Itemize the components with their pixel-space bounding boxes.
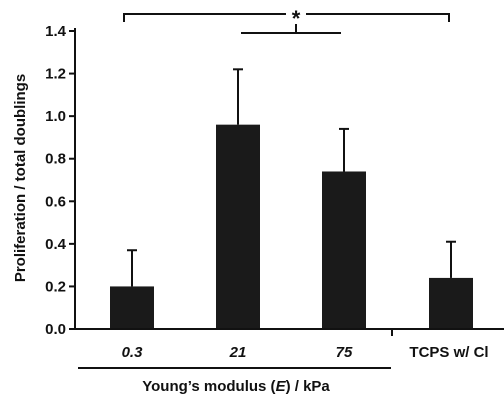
x-category-label: 0.3	[122, 344, 144, 361]
bar	[322, 171, 366, 329]
bar	[216, 124, 260, 330]
y-tick-label: 0.6	[45, 193, 66, 210]
x-category-labels: 0.3 21 75 TCPS w/ Cl	[122, 344, 489, 361]
y-tick-label: 0.4	[45, 236, 67, 253]
y-tick-label: 0.0	[45, 321, 66, 338]
y-axis-ticks: 0.0 0.2 0.4 0.6 0.8 1.0 1.2 1.4	[45, 23, 75, 338]
x-axis-title: Young’s modulus (E) / kPa	[142, 378, 330, 395]
y-tick-label: 1.4	[45, 23, 67, 40]
x-category-label: 21	[229, 344, 247, 361]
bar	[429, 277, 473, 329]
error-bar	[127, 249, 137, 287]
significance-star-backdrop	[286, 6, 306, 24]
y-tick-label: 0.2	[45, 278, 66, 295]
y-tick-label: 0.8	[45, 151, 66, 168]
y-tick-label: 1.0	[45, 108, 66, 125]
error-bar	[339, 127, 349, 172]
y-tick-label: 1.2	[45, 66, 66, 83]
error-bar	[446, 240, 456, 278]
x-category-label: TCPS w/ Cl	[409, 344, 488, 361]
bar	[110, 286, 154, 329]
significance-star: *	[292, 6, 301, 31]
bars	[110, 68, 473, 330]
x-category-label: 75	[336, 344, 353, 361]
error-bar	[233, 68, 243, 125]
y-axis-title: Proliferation / total doublings	[12, 74, 29, 282]
